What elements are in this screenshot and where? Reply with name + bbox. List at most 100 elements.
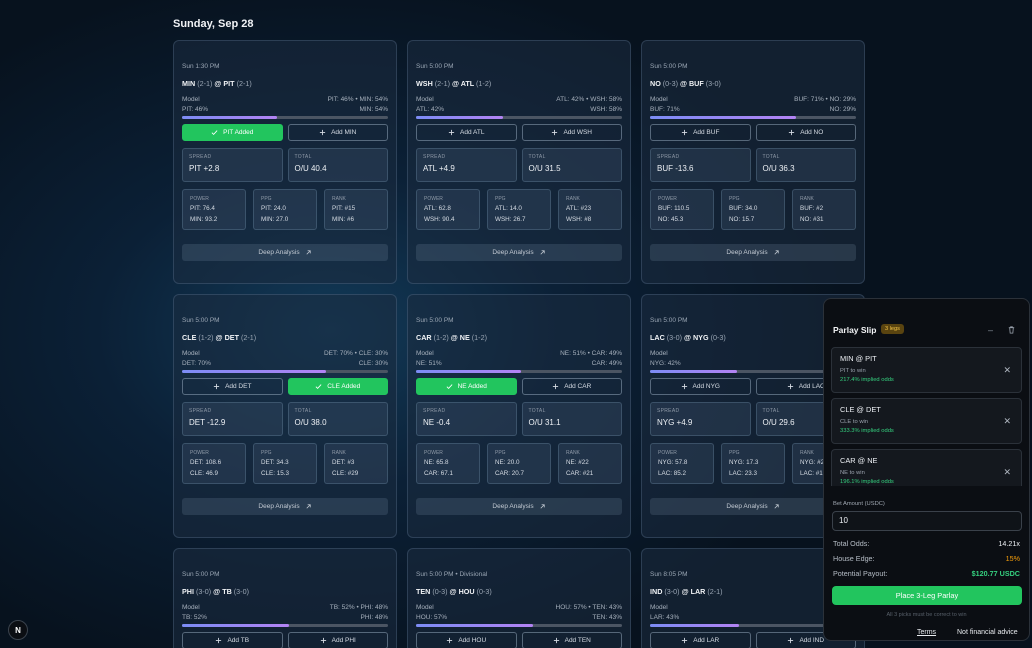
model-row: Model BUF: 71% • NO: 29% <box>650 96 856 103</box>
leg-item: CLE @ DET CLE to win 333.3% implied odds… <box>831 398 1022 444</box>
app-logo[interactable]: N <box>8 620 28 640</box>
deep-analysis-button[interactable]: Deep Analysis <box>650 498 856 515</box>
away-record: (1-2) <box>198 333 214 342</box>
ppg-away: MIN: 27.0 <box>261 216 289 223</box>
rank-label: RANK <box>566 196 580 202</box>
stat-boxes: POWER PIT: 76.4 MIN: 93.2 PPG PIT: 24.0 MIN: … <box>182 189 388 230</box>
pick-home-button[interactable]: Add LAR <box>650 632 751 648</box>
home-record: (1-2) <box>471 333 487 342</box>
terms-link[interactable]: Terms <box>917 629 937 636</box>
game-card: Sun 5:00 PM PHI (3-0) @ TB (3-0) Model TB: … <box>173 548 397 648</box>
pick-away-button[interactable]: Add CAR <box>521 378 622 395</box>
deep-analysis-button[interactable]: Deep Analysis <box>416 498 622 515</box>
spread-value: PIT +2.8 <box>189 164 220 173</box>
game-card: Sun 5:00 PM • Divisional TEN (0-3) @ HOU … <box>407 548 631 648</box>
deep-analysis-label: Deep Analysis <box>492 503 534 510</box>
away-team: NO <box>650 79 661 88</box>
rank-box: RANK ATL: #23 WSH: #8 <box>558 189 622 230</box>
pick-home-button[interactable]: Add DET <box>182 378 283 395</box>
power-box: POWER PIT: 76.4 MIN: 93.2 <box>182 189 246 230</box>
pick-home-button[interactable]: Add NYG <box>650 378 751 395</box>
rank-home: NYG: #2 <box>800 459 825 466</box>
deep-analysis-label: Deep Analysis <box>726 503 768 510</box>
total-value: O/U 40.4 <box>294 164 327 173</box>
remove-leg-icon[interactable]: ✕ <box>1003 467 1011 477</box>
model-label: Model <box>182 350 200 357</box>
remove-leg-icon[interactable]: ✕ <box>1003 365 1011 375</box>
ppg-box: PPG BUF: 34.0 NO: 15.7 <box>721 189 785 230</box>
probability-fill <box>182 116 277 119</box>
power-label: POWER <box>424 450 443 456</box>
pick-away-button[interactable]: Add WSH <box>521 124 622 141</box>
pick-away-button[interactable]: Add NO <box>755 124 856 141</box>
pick-away-label: Add NO <box>800 129 824 136</box>
power-label: POWER <box>424 196 443 202</box>
line-boxes: SPREAD BUF -13.6 TOTAL O/U 36.3 <box>650 148 856 182</box>
rank-home: NE: #22 <box>566 459 589 466</box>
rank-label: RANK <box>800 196 814 202</box>
probability-fill <box>416 370 522 373</box>
plus-icon <box>788 637 794 644</box>
minimize-button[interactable]: – <box>988 325 994 335</box>
stat-boxes: POWER ATL: 62.8 WSH: 90.4 PPG ATL: 14.0 WSH: … <box>416 189 622 230</box>
away-team: WSH <box>416 79 433 88</box>
pick-home-button[interactable]: PIT Added <box>182 124 283 141</box>
away-team: IND <box>650 587 663 596</box>
pick-away-label: Add PHI <box>331 637 356 644</box>
total-value: O/U 31.1 <box>528 418 561 427</box>
pick-home-button[interactable]: Add TB <box>182 632 283 648</box>
slip-title: Parlay Slip <box>833 325 877 335</box>
pick-away-button[interactable]: Add TEN <box>521 632 622 648</box>
pick-away-button[interactable]: Add MIN <box>287 124 388 141</box>
leg-pick: CLE to win <box>840 419 869 425</box>
disclaimer: Not financial advice <box>957 629 1018 636</box>
plus-icon <box>787 383 793 390</box>
pick-away-label: Add IND <box>799 637 825 644</box>
pick-away-button[interactable]: Add PHI <box>287 632 388 648</box>
remove-leg-icon[interactable]: ✕ <box>1003 416 1011 426</box>
bet-amount-input[interactable]: 10 <box>832 511 1022 531</box>
ppg-home: DET: 34.3 <box>261 459 289 466</box>
prob-away: MIN: 54% <box>359 106 388 113</box>
power-away: CLE: 46.9 <box>190 470 219 477</box>
game-time: Sun 5:00 PM <box>416 63 454 70</box>
total-box: TOTAL O/U 38.0 <box>287 402 388 436</box>
deep-analysis-button[interactable]: Deep Analysis <box>182 498 388 515</box>
payout-label: Potential Payout: <box>833 569 888 578</box>
plus-icon <box>213 383 220 390</box>
pick-away-button[interactable]: CLE Added <box>287 378 388 395</box>
slip-note: All 3 picks must be correct to win <box>886 612 967 618</box>
ppg-away: LAC: 23.3 <box>729 470 758 477</box>
total-label: TOTAL <box>762 408 780 414</box>
spread-value: DET -12.9 <box>189 418 226 427</box>
parlay-slip: Parlay Slip 3 legs – MIN @ PIT PIT to wi… <box>823 298 1030 641</box>
ppg-home: PIT: 24.0 <box>261 205 286 212</box>
prob-away: CAR: 49% <box>591 360 622 367</box>
spread-box: SPREAD DET -12.9 <box>182 402 283 436</box>
away-team: LAC <box>650 333 665 342</box>
pick-away-label: Add CAR <box>564 383 592 390</box>
arrow-up-right-icon <box>306 250 311 255</box>
pick-home-button[interactable]: Add HOU <box>416 632 517 648</box>
total-odds-value: 14.21x <box>998 539 1020 548</box>
away-team: PHI <box>182 587 194 596</box>
prob-summary: HOU: 57% • TEN: 43% <box>555 604 622 611</box>
pick-home-button[interactable]: Add ATL <box>416 124 517 141</box>
total-label: TOTAL <box>528 408 546 414</box>
game-card: Sun 1:30 PM MIN (2-1) @ PIT (2-1) Model PIT… <box>173 40 397 284</box>
ppg-box: PPG NE: 20.0 CAR: 20.7 <box>487 443 551 484</box>
pick-home-button[interactable]: Add BUF <box>650 124 751 141</box>
matchup: IND (3-0) @ LAR (2-1) <box>650 587 723 596</box>
check-icon <box>446 384 453 390</box>
deep-analysis-button[interactable]: Deep Analysis <box>182 244 388 261</box>
place-parlay-button[interactable]: Place 3-Leg Parlay <box>832 586 1022 605</box>
away-record: (2-1) <box>434 79 450 88</box>
pick-away-label: Add MIN <box>331 129 357 136</box>
pick-home-button[interactable]: NE Added <box>416 378 517 395</box>
model-row: Model DET: 70% • CLE: 30% <box>182 350 388 357</box>
deep-analysis-button[interactable]: Deep Analysis <box>416 244 622 261</box>
matchup: MIN (2-1) @ PIT (2-1) <box>182 79 252 88</box>
trash-icon[interactable] <box>1007 325 1016 334</box>
power-box: POWER ATL: 62.8 WSH: 90.4 <box>416 189 480 230</box>
deep-analysis-button[interactable]: Deep Analysis <box>650 244 856 261</box>
